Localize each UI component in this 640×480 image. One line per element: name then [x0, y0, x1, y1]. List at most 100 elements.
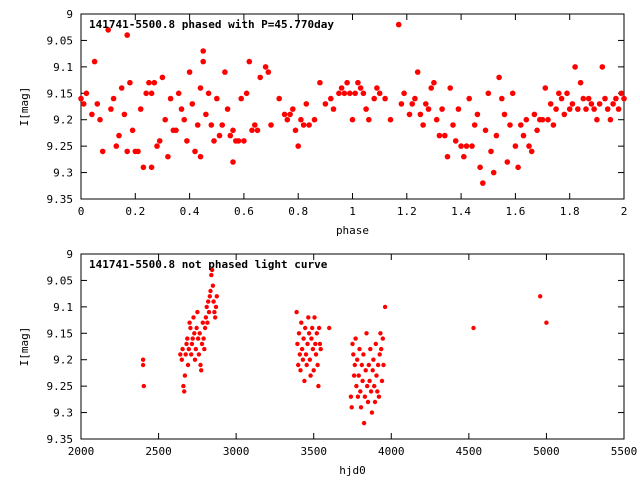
phased-data-point: [222, 69, 228, 75]
unphased-y-tick-label: 9.25: [47, 380, 74, 393]
unphased-data-point: [183, 352, 188, 357]
unphased-data-point: [544, 320, 549, 325]
phased-data-point: [265, 69, 272, 75]
unphased-data-point: [313, 341, 318, 347]
phased-data-points: [78, 21, 627, 186]
phased-data-point: [613, 95, 619, 102]
unphased-data-point: [370, 368, 375, 373]
phased-data-point: [224, 106, 231, 112]
phased-x-tick-label: 0.4: [180, 205, 200, 218]
unphased-data-point: [187, 320, 192, 325]
phased-data-point: [591, 106, 597, 112]
phased-data-point: [300, 122, 307, 128]
phased-data-point: [425, 106, 432, 112]
unphased-y-tick-label: 9.2: [53, 354, 73, 367]
phased-data-point: [604, 106, 611, 112]
unphased-data-point: [186, 346, 191, 352]
phased-data-point: [585, 95, 592, 102]
unphased-data-point: [296, 362, 301, 368]
phased-data-point: [80, 101, 87, 107]
phased-x-tick-label: 1.2: [397, 205, 417, 218]
phased-data-point: [124, 148, 130, 155]
phased-x-tick-label: 1: [349, 205, 356, 218]
phased-data-point: [558, 95, 565, 102]
phased-data-point: [607, 116, 614, 123]
phased-data-point: [252, 122, 258, 128]
unphased-data-point: [209, 267, 215, 273]
phased-data-point: [175, 90, 182, 97]
unphased-y-tick-label: 9.15: [47, 327, 74, 340]
phased-data-point: [461, 153, 467, 160]
unphased-data-point: [212, 309, 217, 315]
unphased-data-point: [195, 309, 200, 315]
phased-data-point: [292, 127, 299, 134]
unphased-data-point: [191, 315, 196, 320]
phased-data-point: [553, 106, 559, 112]
phased-data-point: [504, 159, 511, 165]
phased-data-point: [317, 79, 323, 86]
phased-data-point: [523, 116, 530, 123]
unphased-data-point: [358, 389, 363, 394]
unphased-data-point: [380, 336, 385, 341]
unphased-x-tick-label: 3500: [300, 445, 327, 458]
phased-y-tick-label: 9.1: [53, 61, 73, 74]
phased-data-point: [124, 32, 130, 38]
unphased-data-point: [197, 331, 202, 336]
phased-data-point: [129, 127, 136, 134]
phased-data-point: [428, 85, 435, 91]
unphased-x-tick-label: 5000: [533, 445, 560, 458]
phased-data-point: [512, 143, 519, 149]
phased-plot-frame: [80, 13, 625, 200]
unphased-y-tick-label: 9.35: [47, 433, 74, 446]
unphased-data-point: [214, 294, 219, 299]
phased-data-point: [596, 101, 603, 107]
phased-data-point: [566, 106, 573, 112]
phased-data-point: [216, 132, 223, 139]
unphased-data-point: [206, 299, 211, 304]
unphased-data-point: [302, 378, 307, 384]
unphased-x-tick-label: 3000: [223, 445, 250, 458]
phased-data-point: [594, 116, 600, 123]
phased-y-tick-label: 9.2: [53, 114, 73, 127]
phased-data-point: [208, 122, 215, 128]
unphased-data-point: [365, 383, 370, 389]
phased-data-point: [463, 143, 470, 149]
unphased-data-point: [364, 331, 369, 336]
phased-data-point: [545, 116, 551, 123]
phased-data-point: [99, 148, 106, 155]
phased-data-point: [466, 95, 473, 102]
phased-data-point: [151, 79, 158, 86]
phased-data-point: [575, 106, 581, 112]
unphased-data-point: [365, 399, 371, 405]
unphased-axis-ticks: [80, 253, 625, 440]
phased-y-tick-label: 9.15: [47, 87, 74, 100]
phased-data-point: [471, 122, 478, 128]
phased-data-point: [262, 64, 269, 70]
unphased-data-point: [362, 394, 368, 399]
unphased-data-point: [311, 368, 316, 373]
unphased-data-point: [210, 283, 216, 288]
phased-data-point: [287, 111, 293, 118]
phased-data-point: [496, 74, 502, 81]
unphased-data-point: [294, 309, 299, 315]
phased-data-point: [499, 95, 505, 102]
unphased-data-point: [318, 346, 323, 352]
phased-y-tick-label: 9.35: [47, 193, 74, 206]
phased-data-point: [181, 116, 187, 123]
phased-data-point: [243, 90, 250, 97]
unphased-data-point: [182, 373, 188, 378]
unphased-data-point: [201, 336, 206, 341]
unphased-data-point: [310, 325, 315, 331]
phased-data-point: [534, 127, 540, 134]
phased-data-point: [382, 95, 388, 102]
phased-data-point: [91, 58, 98, 65]
unphased-data-point: [367, 378, 372, 384]
phased-data-point: [349, 116, 356, 123]
unphased-data-point: [196, 352, 202, 357]
phased-x-tick-label: 0.8: [288, 205, 308, 218]
unphased-data-point: [361, 352, 366, 357]
unphased-data-point: [360, 378, 365, 384]
phased-data-point: [110, 95, 117, 102]
unphased-data-point: [361, 420, 367, 426]
unphased-data-point: [304, 362, 309, 368]
